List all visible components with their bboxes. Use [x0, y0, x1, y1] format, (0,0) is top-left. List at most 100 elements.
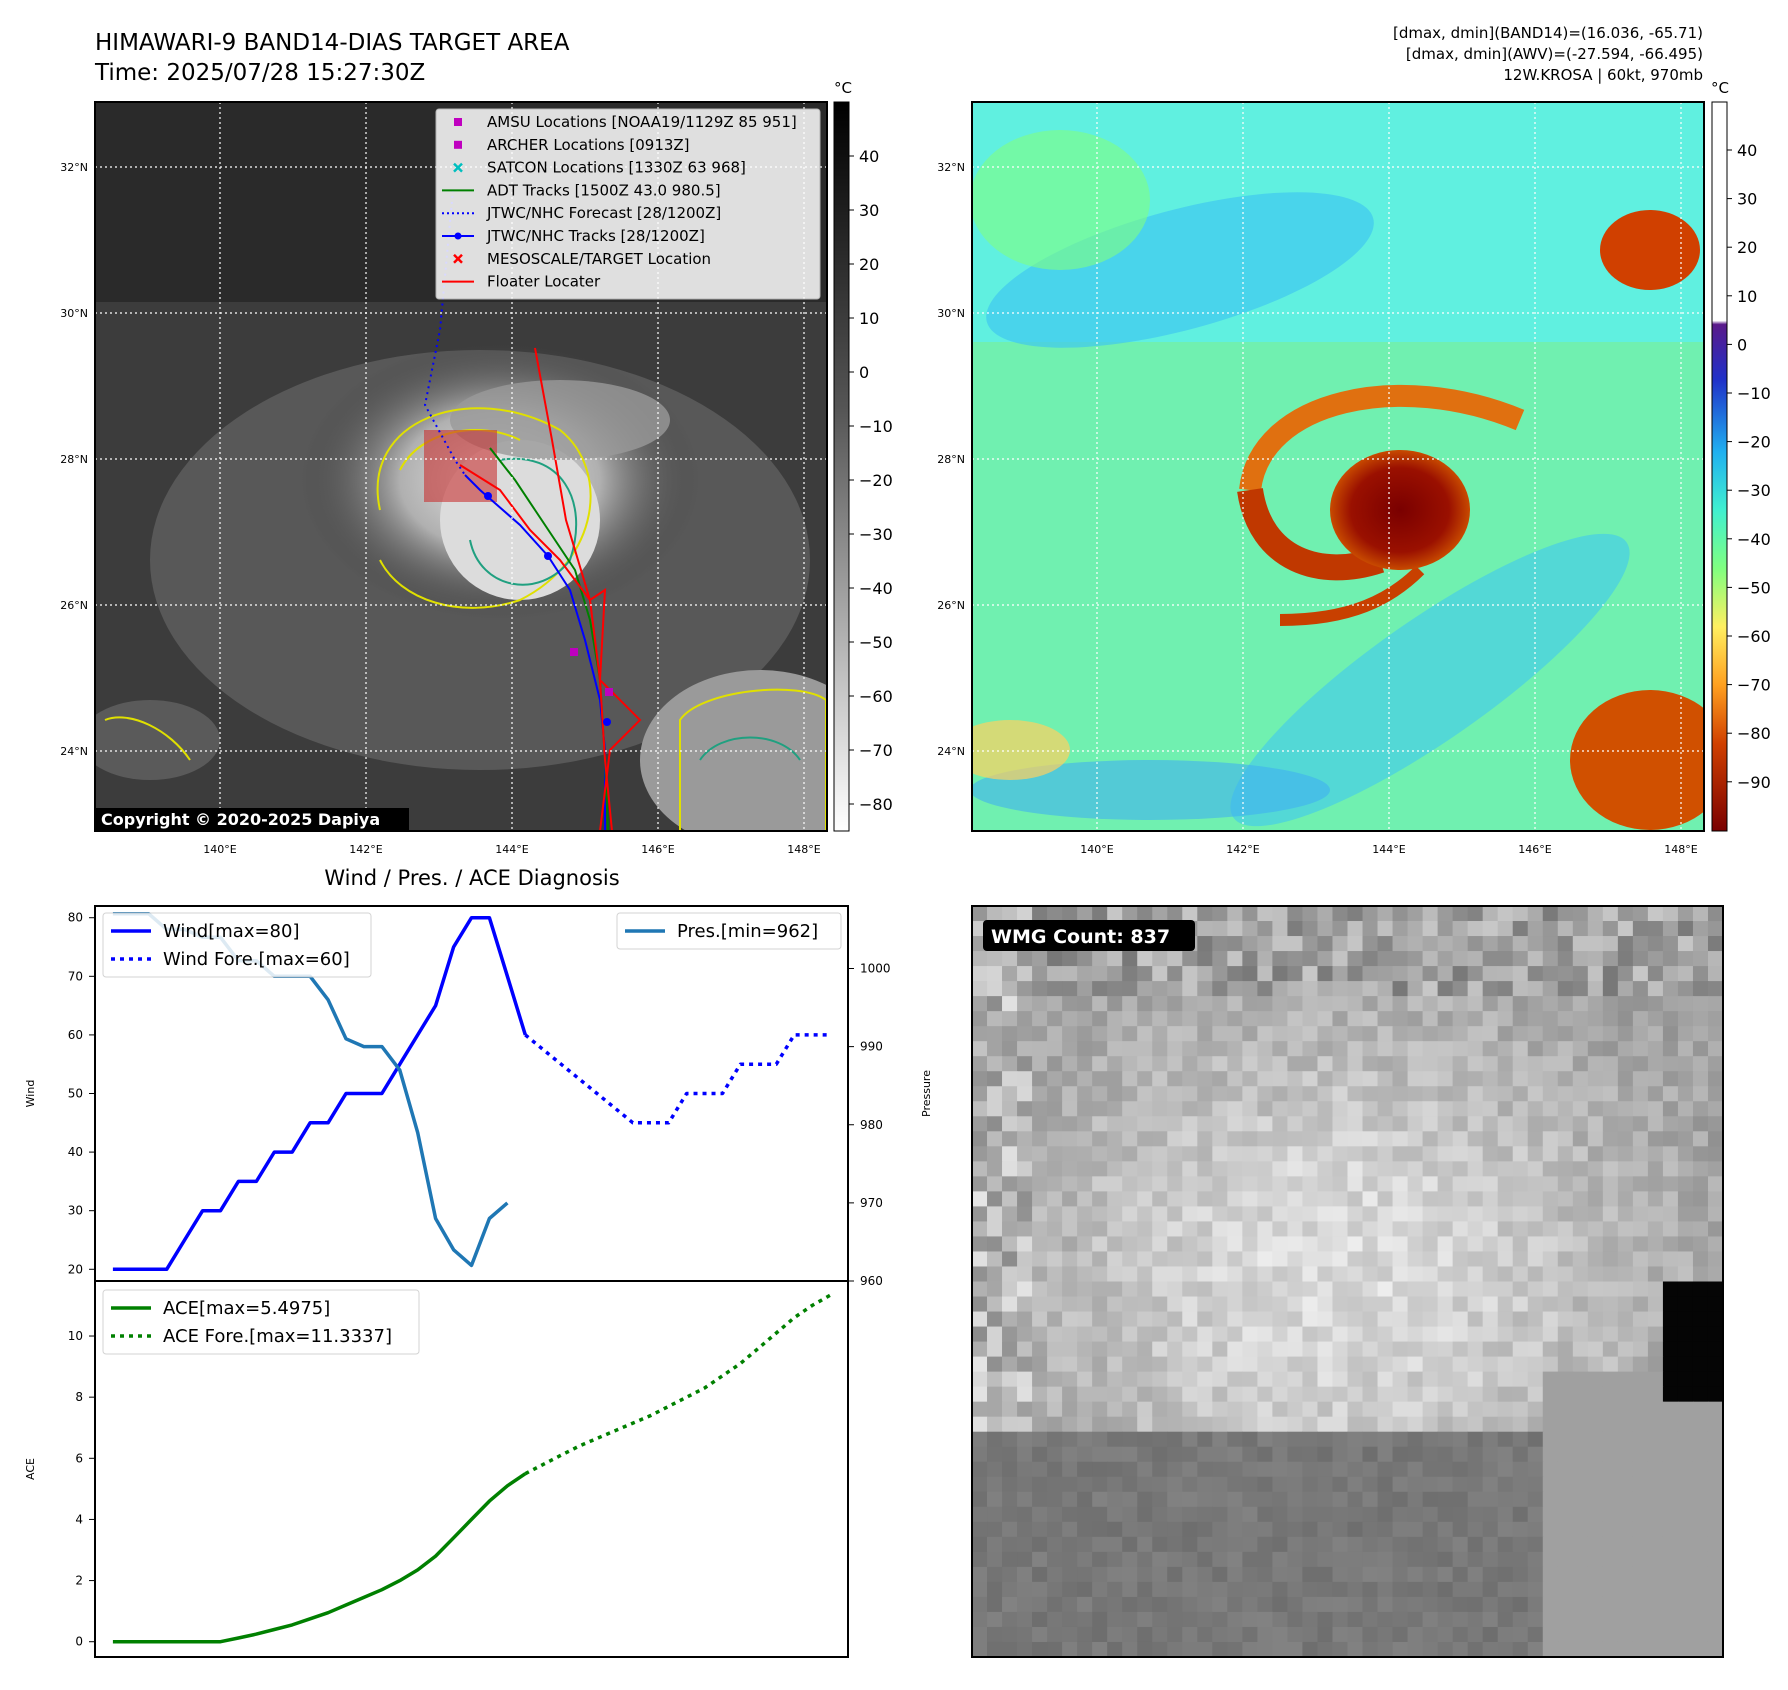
wmg-pixel	[987, 1626, 1003, 1643]
wmg-pixel	[1212, 1311, 1228, 1328]
wmg-pixel	[1287, 1281, 1303, 1298]
wmg-pixel	[1587, 1041, 1604, 1057]
wmg-pixel	[1227, 1026, 1243, 1042]
wmg-pixel	[1257, 1071, 1273, 1087]
wmg-pixel	[1227, 1461, 1243, 1478]
wmg-pixel	[1407, 1146, 1424, 1162]
wmg-pixel	[1632, 1386, 1649, 1403]
wmg-pixel	[1422, 1341, 1439, 1358]
lon-tick-label: 144°E	[495, 843, 528, 856]
wmg-pixel	[1617, 1041, 1634, 1057]
wmg-pixel	[1062, 906, 1078, 922]
wmg-pixel	[1422, 1011, 1439, 1027]
wmg-pixel	[1302, 1326, 1318, 1343]
wmg-pixel	[1707, 1356, 1723, 1373]
wmg-pixel	[1227, 1176, 1243, 1192]
legend-label: AMSU Locations [NOAA19/1129Z 85 951]	[487, 113, 797, 131]
wmg-pixel	[1047, 1446, 1063, 1463]
wmg-pixel	[1362, 1041, 1379, 1057]
wmg-pixel	[1002, 1641, 1018, 1657]
wmg-pixel	[1167, 1341, 1183, 1358]
wmg-pixel	[1527, 1581, 1544, 1598]
wmg-pixel	[1257, 1131, 1273, 1147]
wmg-pixel	[1572, 1596, 1589, 1613]
wmg-pixel	[1332, 1116, 1348, 1132]
wmg-pixel	[1497, 1251, 1514, 1267]
wmg-pixel	[1437, 1281, 1454, 1298]
wmg-pixel	[1347, 1596, 1364, 1613]
wmg-pixel	[1197, 1161, 1213, 1177]
wmg-pixel	[1002, 1521, 1018, 1538]
wmg-pixel	[1302, 966, 1318, 982]
wmg-pixel	[1347, 1581, 1364, 1598]
wmg-pixel	[1602, 921, 1619, 937]
wmg-pixel	[1437, 1176, 1454, 1192]
wmg-pixel	[1587, 1356, 1604, 1373]
wmg-pixel	[1707, 1101, 1723, 1117]
wmg-pixel	[1062, 1356, 1078, 1373]
wmg-pixel	[1392, 981, 1409, 997]
wmg-pixel	[1197, 936, 1213, 952]
wmg-pixel	[1452, 1491, 1469, 1508]
wmg-pixel	[1617, 1326, 1634, 1343]
wmg-pixel	[1137, 1611, 1153, 1628]
wmg-pixel	[1362, 1371, 1379, 1388]
wmg-pixel	[1047, 996, 1063, 1012]
wmg-pixel	[1077, 1101, 1093, 1117]
wmg-pixel	[1347, 1131, 1364, 1147]
wmg-pixel	[1527, 1311, 1544, 1328]
wmg-pixel	[1182, 981, 1198, 997]
wmg-pixel	[1107, 1551, 1123, 1568]
wmg-pixel	[1542, 1191, 1559, 1207]
wmg-pixel	[1257, 1311, 1273, 1328]
wmg-pixel	[1167, 1071, 1183, 1087]
wmg-pixel	[1062, 1521, 1078, 1538]
legend-marker-square	[454, 118, 462, 126]
wmg-pixel	[1257, 1551, 1273, 1568]
wmg-pixel	[1212, 1116, 1228, 1132]
wmg-pixel	[1707, 1641, 1723, 1657]
wmg-pixel	[1692, 1491, 1709, 1508]
wmg-pixel	[1062, 1011, 1078, 1027]
wmg-pixel	[1497, 1386, 1514, 1403]
wmg-pixel	[1407, 936, 1424, 952]
wmg-pixel	[1242, 1191, 1258, 1207]
wmg-pixel	[1647, 1641, 1664, 1657]
wmg-pixel	[1377, 1086, 1394, 1102]
wmg-pixel	[1122, 1296, 1138, 1313]
wmg-pixel	[1527, 1401, 1544, 1418]
wmg-pixel	[1677, 1146, 1694, 1162]
wmg-pixel	[1317, 1326, 1333, 1343]
wmg-pixel	[1227, 1521, 1243, 1538]
wmg-pixel	[1617, 936, 1634, 952]
wmg-pixel	[1617, 1476, 1634, 1493]
wmg-pixel	[1362, 1401, 1379, 1418]
wmg-pixel	[1587, 1191, 1604, 1207]
wmg-pixel	[1677, 1356, 1694, 1373]
wmg-pixel	[1002, 1326, 1018, 1343]
wmg-pixel	[1467, 1401, 1484, 1418]
wmg-pixel	[1377, 1236, 1394, 1252]
wmg-pixel	[1347, 1266, 1364, 1282]
wmg-pixel	[1482, 1131, 1499, 1147]
wmg-pixel	[1197, 1311, 1213, 1328]
wmg-pixel	[1137, 1476, 1153, 1493]
wmg-pixel	[1152, 1476, 1168, 1493]
wmg-pixel	[1587, 906, 1604, 922]
wmg-pixel	[1452, 1086, 1469, 1102]
wmg-pixel	[1677, 1386, 1694, 1403]
wmg-pixel	[1107, 1071, 1123, 1087]
wmg-pixel	[1092, 1371, 1108, 1388]
wmg-pixel	[1302, 1176, 1318, 1192]
wmg-pixel	[1017, 1506, 1033, 1523]
wmg-pixel	[1632, 1371, 1649, 1388]
wmg-pixel	[1272, 1626, 1288, 1643]
wmg-pixel	[1557, 1251, 1574, 1267]
wmg-pixel	[1452, 996, 1469, 1012]
wmg-pixel	[1332, 1146, 1348, 1162]
wmg-pixel	[1512, 1236, 1529, 1252]
wmg-pixel	[1092, 1491, 1108, 1508]
wmg-pixel	[1017, 1191, 1033, 1207]
wmg-pixel	[1617, 1086, 1634, 1102]
wmg-pixel	[1002, 1476, 1018, 1493]
